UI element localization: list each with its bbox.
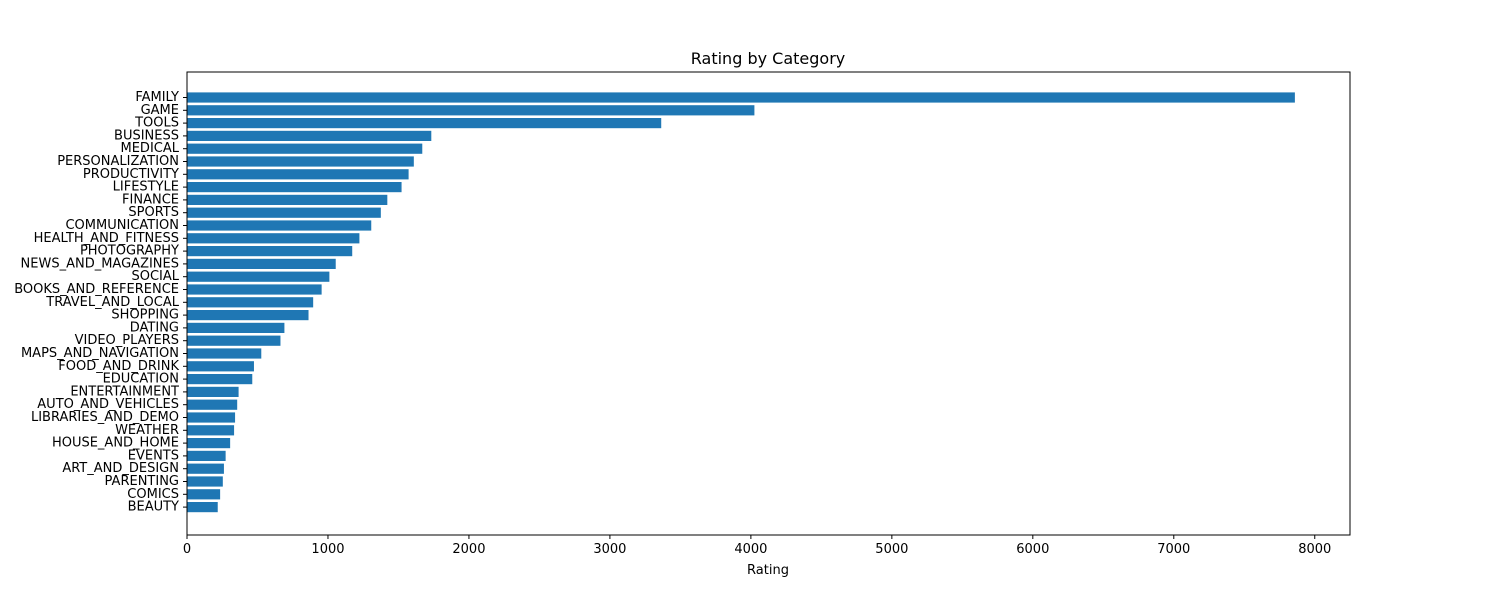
bar-shopping <box>187 310 309 321</box>
x-tick-label: 8000 <box>1298 542 1331 557</box>
bar-social <box>187 271 330 282</box>
y-tick-label: TOOLS <box>134 116 179 131</box>
y-tick-label: FOOD_AND_DRINK <box>58 359 179 374</box>
y-tick-label: SOCIAL <box>131 269 179 284</box>
bar-books-and-reference <box>187 284 322 295</box>
bar-events <box>187 450 226 461</box>
bar-health-and-fitness <box>187 233 360 244</box>
bar-medical <box>187 143 423 154</box>
y-tick-label: EDUCATION <box>103 372 179 387</box>
x-tick-label: 7000 <box>1157 542 1190 557</box>
y-tick-label: BOOKS_AND_REFERENCE <box>14 282 179 297</box>
bar-sports <box>187 207 381 218</box>
y-tick-label: WEATHER <box>115 423 179 438</box>
y-tick-label: COMICS <box>127 487 179 502</box>
bar-game <box>187 105 755 116</box>
bar-art-and-design <box>187 463 224 474</box>
bar-travel-and-local <box>187 297 314 308</box>
y-tick-label: AUTO_AND_VEHICLES <box>37 397 179 412</box>
x-axis-ticks-group: 0 1000 2000 3000 4000 5000 6000 7000 8000 <box>183 535 1331 557</box>
y-tick-label: PARENTING <box>105 474 179 489</box>
bar-libraries-and-demo <box>187 412 236 423</box>
y-tick-label: LIFESTYLE <box>113 180 179 195</box>
x-axis-label: Rating <box>747 563 789 578</box>
bar-photography <box>187 246 353 257</box>
bar-lifestyle <box>187 182 402 193</box>
bar-personalization <box>187 156 414 167</box>
x-tick-label: 1000 <box>311 542 344 557</box>
y-tick-label: FAMILY <box>135 90 179 105</box>
y-tick-labels-group: FAMILYGAMETOOLSBUSINESSMEDICALPERSONALIZ… <box>14 90 187 515</box>
bar-beauty <box>187 502 218 513</box>
y-tick-label: MEDICAL <box>121 141 180 156</box>
y-tick-label: PHOTOGRAPHY <box>80 244 179 259</box>
y-tick-label: SHOPPING <box>111 308 179 323</box>
plot-area-frame <box>186 71 1351 536</box>
bars-group <box>187 92 1295 513</box>
bar-productivity <box>187 169 409 180</box>
bar-dating <box>187 322 285 333</box>
bar-food-and-drink <box>187 361 254 372</box>
y-tick-label: LIBRARIES_AND_DEMO <box>31 410 179 425</box>
bar-tools <box>187 118 662 129</box>
y-tick-label: GAME <box>141 103 179 118</box>
y-tick-label: MAPS_AND_NAVIGATION <box>21 346 179 361</box>
y-tick-label: HOUSE_AND_HOME <box>52 436 179 451</box>
y-tick-label: TRAVEL_AND_LOCAL <box>45 295 179 310</box>
y-tick-label: BEAUTY <box>128 500 179 515</box>
bar-house-and-home <box>187 438 231 449</box>
y-tick-label: PERSONALIZATION <box>57 154 179 169</box>
y-tick-label: COMMUNICATION <box>65 218 179 233</box>
bar-parenting <box>187 476 223 487</box>
bar-video-players <box>187 335 281 346</box>
x-tick-label: 0 <box>183 542 191 557</box>
y-tick-label: EVENTS <box>128 448 179 463</box>
bar-family <box>187 92 1295 103</box>
bar-communication <box>187 220 372 231</box>
x-tick-label: 2000 <box>452 542 485 557</box>
y-tick-label: NEWS_AND_MAGAZINES <box>21 256 179 271</box>
y-tick-label: PRODUCTIVITY <box>83 167 179 182</box>
bar-finance <box>187 194 388 205</box>
chart-title: Rating by Category <box>691 49 845 68</box>
y-tick-label: VIDEO_PLAYERS <box>75 333 179 348</box>
x-tick-label: 3000 <box>593 542 626 557</box>
y-tick-label: HEALTH_AND_FITNESS <box>34 231 179 246</box>
y-tick-label: DATING <box>130 320 179 335</box>
bar-education <box>187 374 253 385</box>
bar-auto-and-vehicles <box>187 399 238 410</box>
bar-business <box>187 130 432 141</box>
x-tick-label: 5000 <box>875 542 908 557</box>
x-tick-label: 4000 <box>734 542 767 557</box>
bar-maps-and-navigation <box>187 348 262 359</box>
y-tick-label: ART_AND_DESIGN <box>62 461 179 476</box>
bar-weather <box>187 425 235 436</box>
y-tick-label: SPORTS <box>128 205 179 220</box>
bar-comics <box>187 489 221 500</box>
y-tick-label: ENTERTAINMENT <box>70 384 179 399</box>
bar-entertainment <box>187 386 239 397</box>
y-tick-label: BUSINESS <box>114 128 179 143</box>
bar-news-and-magazines <box>187 258 336 269</box>
x-tick-label: 6000 <box>1016 542 1049 557</box>
y-tick-label: FINANCE <box>122 192 179 207</box>
